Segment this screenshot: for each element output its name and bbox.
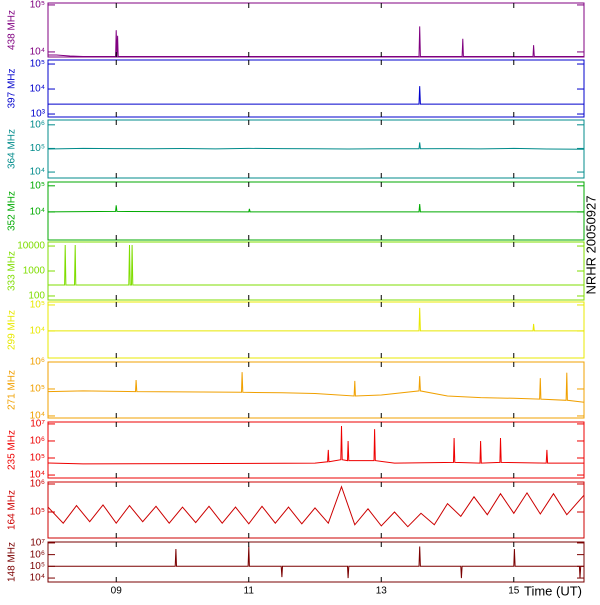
y-axis-label: 438 MHz xyxy=(7,10,18,50)
y-tick-label: 10⁴ xyxy=(30,573,45,584)
y-tick-label: 10⁶ xyxy=(30,549,45,560)
data-line xyxy=(48,244,584,286)
y-tick-label: 10⁵ xyxy=(30,384,45,395)
panel-frame xyxy=(47,361,585,419)
y-axis-label: 333 MHz xyxy=(7,251,18,291)
y-tick-label: 10⁵ xyxy=(30,59,45,70)
y-axis-label: 271 MHz xyxy=(7,370,18,410)
y-tick-label: 10⁷ xyxy=(30,538,45,549)
y-tick-label: 10⁷ xyxy=(30,419,45,430)
y-tick-label: 1000 xyxy=(23,266,46,277)
data-line xyxy=(48,307,584,332)
y-tick-label: 10⁴ xyxy=(30,84,45,95)
panel-frame xyxy=(47,2,585,58)
y-tick-label: 10000 xyxy=(17,241,45,252)
data-line xyxy=(48,26,584,57)
data-line xyxy=(48,86,584,105)
y-tick-label: 10⁶ xyxy=(30,357,45,368)
data-line xyxy=(47,142,585,150)
y-axis-label: 299 MHz xyxy=(7,310,18,350)
y-tick-label: 10⁴ xyxy=(30,167,45,178)
panel-frame xyxy=(47,421,585,479)
x-tick-label: 09 xyxy=(111,586,123,597)
y-tick-label: 10⁶ xyxy=(30,119,45,130)
y-axis-label: 164 MHz xyxy=(7,490,18,530)
data-line xyxy=(47,204,584,213)
y-tick-label: 10⁵ xyxy=(30,561,45,572)
y-tick-label: 10⁵ xyxy=(30,300,45,311)
y-tick-label: 10⁶ xyxy=(30,479,45,490)
data-line xyxy=(48,546,584,579)
y-tick-label: 10⁶ xyxy=(30,436,45,447)
data-line xyxy=(47,372,585,403)
data-line xyxy=(47,425,584,465)
panel-frame xyxy=(47,59,585,118)
y-tick-label: 10⁵ xyxy=(30,0,45,11)
x-tick-label: 15 xyxy=(508,586,520,597)
y-axis-label: 352 MHz xyxy=(7,191,18,231)
panel-frame xyxy=(47,301,585,359)
y-axis-label: 148 MHz xyxy=(7,542,18,582)
y-tick-label: 10⁴ xyxy=(30,47,45,58)
panel-frame xyxy=(47,481,585,539)
y-tick-label: 10⁴ xyxy=(30,411,45,422)
panel-frame xyxy=(47,241,585,301)
x-axis-label: Time (UT) xyxy=(524,583,582,598)
y-tick-label: 10⁵ xyxy=(30,143,45,154)
y-tick-label: 100 xyxy=(28,291,45,302)
data-line xyxy=(47,485,585,528)
y-tick-label: 10⁴ xyxy=(30,470,45,481)
y-axis-label: 397 MHz xyxy=(7,68,18,108)
y-tick-label: 10⁵ xyxy=(30,180,45,191)
y-tick-label: 10⁵ xyxy=(30,453,45,464)
y-axis-label: 235 MHz xyxy=(7,430,18,470)
y-tick-label: 10³ xyxy=(31,109,46,120)
side-label: NRHR 20050927 xyxy=(583,195,598,294)
x-tick-label: 11 xyxy=(244,586,255,597)
y-axis-label: 364 MHz xyxy=(7,129,18,169)
panel-frame xyxy=(47,181,585,241)
x-tick-label: 13 xyxy=(376,586,388,597)
y-tick-label: 10⁴ xyxy=(30,207,45,218)
y-tick-label: 10⁴ xyxy=(30,326,45,337)
y-tick-label: 10⁵ xyxy=(30,507,45,518)
panel-frame xyxy=(47,541,585,583)
